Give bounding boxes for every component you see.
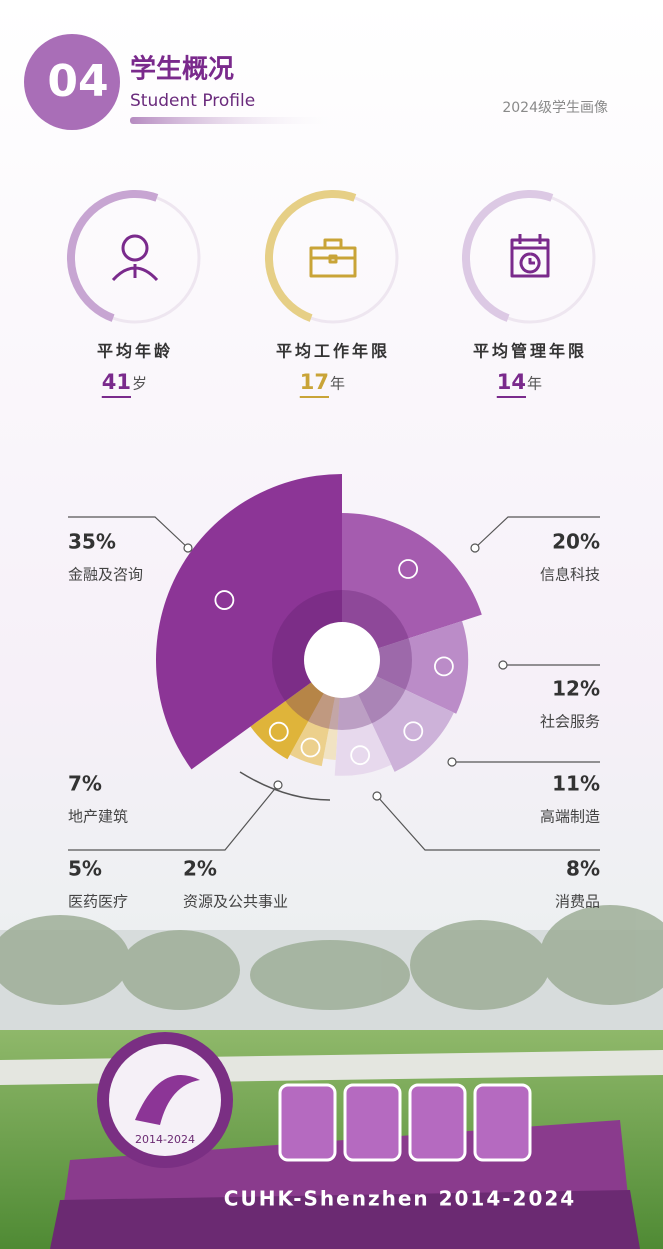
stat-unit: 年 xyxy=(330,375,345,393)
value-label: 7% xyxy=(68,772,102,796)
value-label: 35% xyxy=(68,530,116,554)
base-arc xyxy=(239,771,331,801)
leader-dot xyxy=(498,660,508,670)
value-label: 20% xyxy=(552,530,600,554)
leader-dot xyxy=(470,543,480,553)
pie-chart: 20% 信息科技 12% 社会服务 11% 高端制造 8% 消费品 2% 资源及公共事业 5% 医药医… xyxy=(68,474,600,911)
category-label: 医药医疗 xyxy=(68,893,128,911)
stat-value: 17 xyxy=(300,370,329,394)
stat-unit: 岁 xyxy=(132,375,147,393)
leader-dot xyxy=(273,780,283,790)
leader-line xyxy=(474,516,600,549)
stat-value: 14 xyxy=(497,370,526,394)
value-label: 8% xyxy=(566,857,600,881)
stat-unit: 年 xyxy=(527,375,542,393)
category-label: 地产建筑 xyxy=(68,808,128,826)
segment-icon xyxy=(214,590,235,610)
segment-icon xyxy=(403,721,424,742)
value-label: 5% xyxy=(68,857,102,881)
leader-dot xyxy=(372,791,382,801)
category-label: 信息科技 xyxy=(540,566,600,584)
stat-ring-arc xyxy=(264,189,357,322)
segment-icon xyxy=(433,656,454,677)
section-tag: 2024级学生画像 xyxy=(502,100,608,116)
leader-dot xyxy=(183,543,193,553)
leader-line xyxy=(68,784,279,851)
value-label: 2% xyxy=(183,857,217,881)
category-label: 社会服务 xyxy=(540,713,600,731)
category-label: 金融及咨询 xyxy=(68,566,143,584)
section-title: 学生概况 xyxy=(130,54,234,85)
pie-segment xyxy=(342,513,482,660)
segment-icon xyxy=(350,745,371,766)
stat-icon xyxy=(309,238,357,278)
stat-ring-arc xyxy=(461,189,554,322)
category-label: 消费品 xyxy=(555,893,600,911)
title-bar xyxy=(130,117,340,124)
section-subtitle: Student Profile xyxy=(130,91,255,111)
center-hole xyxy=(304,622,380,698)
sign-text: CUHK-Shenzhen 2014-2024 xyxy=(224,1187,576,1211)
number-badge xyxy=(24,34,120,130)
pie-segment xyxy=(156,474,342,770)
leader-dot xyxy=(447,757,457,767)
section-number: 04 xyxy=(47,56,108,107)
leader-line xyxy=(68,516,189,549)
category-label: 资源及公共事业 xyxy=(183,893,288,911)
stat-icon xyxy=(111,234,159,282)
leader-line xyxy=(376,795,600,851)
segment-icon xyxy=(268,721,289,742)
segment-icon xyxy=(300,737,321,758)
header: 04 学生概况 Student Profile 2024级学生画像 xyxy=(24,34,608,130)
segment-icon xyxy=(398,559,419,579)
stat-label: 平均工作年限 xyxy=(276,342,390,361)
pie-segment xyxy=(342,621,469,714)
stat-label: 平均管理年限 xyxy=(473,342,587,361)
stat-value: 41 xyxy=(102,370,131,394)
value-label: 11% xyxy=(552,772,600,796)
stat-icon xyxy=(510,234,550,278)
stat-ring-arc xyxy=(66,189,159,322)
pie-segment xyxy=(342,660,454,772)
value-label: 12% xyxy=(552,677,600,701)
stat-label: 平均年龄 xyxy=(97,342,173,361)
campus-photo: 2014-2024 CUHK-Shenzhen 2014-2024 xyxy=(0,905,663,1249)
logo-text: 2014-2024 xyxy=(135,1133,195,1146)
category-label: 高端制造 xyxy=(540,808,600,826)
